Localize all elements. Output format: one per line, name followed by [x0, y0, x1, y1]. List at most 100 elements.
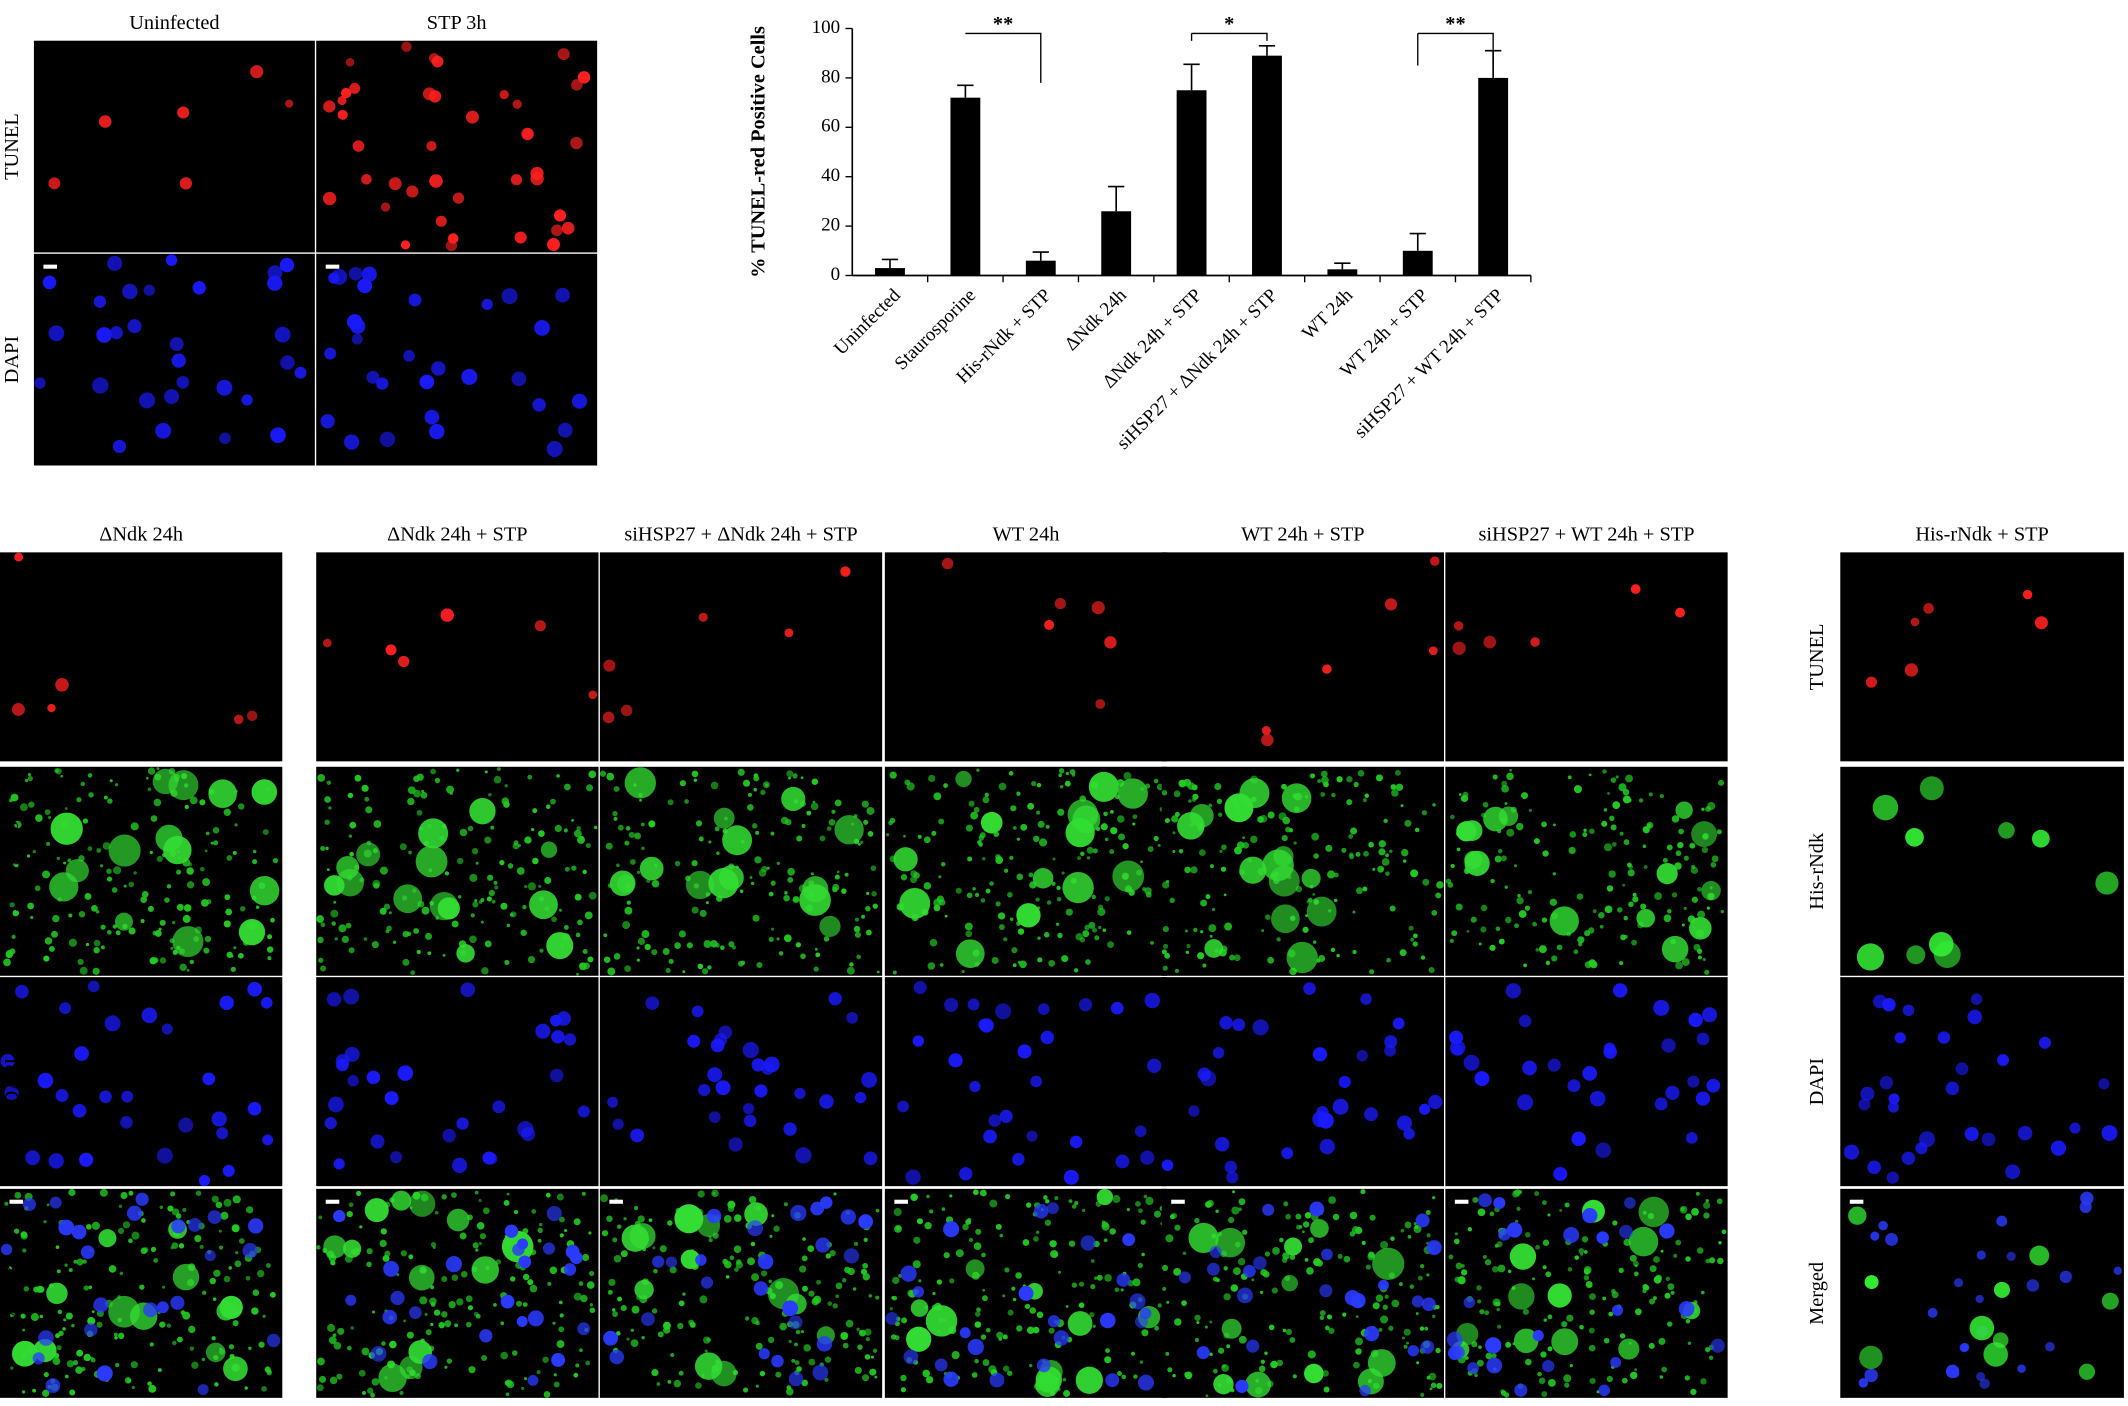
cell: [747, 804, 754, 811]
cell: [729, 1255, 735, 1261]
cell: [1312, 893, 1316, 896]
cell: [846, 1012, 859, 1024]
cell: [551, 224, 563, 237]
cell: [388, 911, 392, 915]
cell: [434, 777, 441, 784]
cell: [1525, 1358, 1532, 1366]
cell: [73, 1259, 78, 1264]
cell: [10, 1366, 14, 1370]
cell: [1553, 1166, 1568, 1181]
cell: [1436, 881, 1444, 889]
cell: [1182, 1251, 1187, 1255]
cell: [33, 1286, 40, 1293]
cell: [133, 871, 137, 875]
cell: [651, 949, 658, 956]
cell: [1012, 1153, 1025, 1166]
cell: [1162, 1286, 1167, 1292]
cell: [1045, 1199, 1050, 1204]
cell: [1219, 1016, 1233, 1030]
cell: [582, 869, 587, 875]
cell: [1843, 1144, 1860, 1160]
cell: [608, 1278, 616, 1286]
cell: [199, 799, 206, 806]
cell: [344, 434, 360, 450]
cell: [1612, 983, 1628, 998]
cell: [912, 1035, 924, 1047]
cell: [589, 1270, 595, 1277]
cell: [57, 1309, 63, 1315]
cell: [504, 1224, 519, 1238]
cell: [1497, 1324, 1502, 1329]
cell: [1033, 835, 1040, 843]
cell: [43, 955, 50, 962]
cell: [457, 895, 462, 899]
cell: [1509, 768, 1513, 772]
cell: [1224, 1160, 1238, 1174]
cell: [1078, 1281, 1085, 1287]
cell: [1697, 948, 1703, 954]
cell: [1688, 1012, 1703, 1028]
cell: [1662, 857, 1668, 863]
cell: [800, 953, 806, 960]
cell: [693, 778, 698, 782]
cell: [840, 1209, 856, 1225]
cell: [1105, 1373, 1120, 1388]
cell: [1870, 1231, 1880, 1241]
cell: [1564, 1202, 1570, 1208]
cell: [434, 1210, 439, 1215]
cell: [968, 1237, 974, 1243]
cell: [636, 946, 640, 950]
cell: [76, 1258, 84, 1266]
cell: [379, 866, 388, 875]
cell: [754, 1084, 768, 1098]
cell: [371, 941, 379, 949]
cell: [1133, 1374, 1138, 1379]
cell: [379, 907, 387, 915]
cell: [1049, 1240, 1057, 1248]
cell: [1490, 878, 1495, 884]
cell: [83, 1285, 89, 1291]
micrograph: [316, 253, 598, 466]
cell: [1346, 799, 1353, 806]
row-label: DAPI: [1, 336, 23, 384]
cell: [1253, 1256, 1267, 1270]
cell: [923, 836, 931, 844]
cell: [478, 1242, 482, 1246]
cell: [1071, 1204, 1077, 1209]
cell: [167, 1205, 174, 1212]
cell: [1704, 969, 1710, 975]
cell: [499, 859, 505, 866]
column-header: STP 3h: [427, 12, 487, 34]
cell: [1050, 1249, 1059, 1259]
cell: [1904, 663, 1919, 677]
cell: [889, 817, 896, 824]
cell: [153, 798, 162, 807]
cell: [1516, 822, 1524, 831]
cell: [949, 1194, 953, 1198]
cell: [755, 1320, 760, 1326]
cell: [403, 1319, 406, 1323]
cell: [846, 966, 855, 975]
cell: [810, 802, 819, 811]
cell: [819, 835, 826, 842]
cell: [1057, 808, 1065, 816]
cell: [799, 1265, 807, 1273]
cell: [347, 1075, 359, 1087]
x-tick-label: siHSP27 + WT 24h + STP: [1350, 285, 1508, 443]
cell: [1104, 837, 1109, 842]
cell: [1522, 1308, 1529, 1315]
cell: [1386, 957, 1391, 963]
cell: [1252, 1019, 1269, 1036]
cell: [691, 906, 699, 914]
cell: [361, 784, 369, 792]
cell: [570, 1251, 583, 1265]
cell: [679, 780, 686, 787]
cell: [1267, 956, 1275, 964]
cell: [1599, 924, 1604, 929]
cell: [1389, 905, 1396, 912]
cell: [780, 816, 789, 825]
cell: [1689, 844, 1694, 849]
cell: [1188, 1105, 1200, 1117]
cell: [1036, 1311, 1044, 1319]
cell: [667, 1220, 673, 1226]
